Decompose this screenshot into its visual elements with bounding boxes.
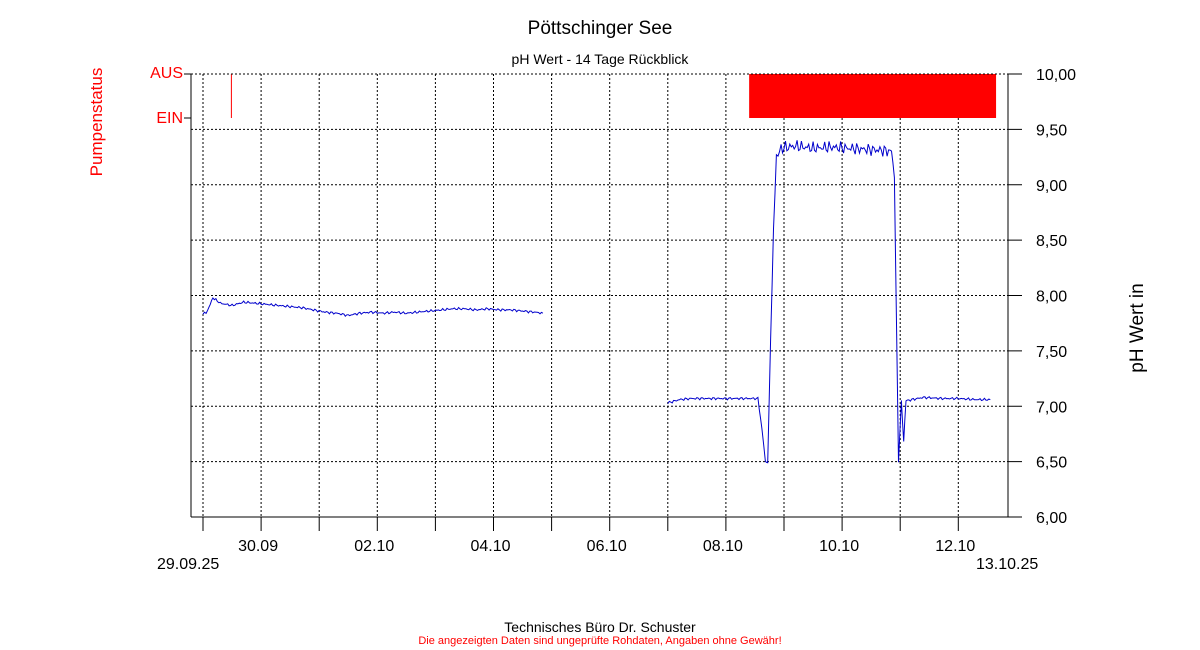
y-tick-label: 7,00	[1036, 399, 1067, 416]
pump-status-series	[230, 74, 997, 118]
footer-disclaimer: Die angezeigten Daten sind ungeprüfte Ro…	[418, 635, 782, 647]
y-tick-label: 6,00	[1036, 510, 1067, 527]
y-tick-labels: 6,00 6,50 7,00 7,50 8,00 8,50 9,00 9,50 10,00	[1036, 67, 1076, 527]
y-tick-label: 8,50	[1036, 233, 1067, 250]
footer-company: Technisches Büro Dr. Schuster	[504, 619, 696, 635]
x-tick-labels: 30.09 02.10 04.10 06.10 08.10 10.10 12.10	[238, 538, 975, 555]
y-tick-label: 8,00	[1036, 289, 1067, 306]
y-tick-label: 9,00	[1036, 178, 1067, 195]
chart-subtitle: pH Wert - 14 Tage Rückblick	[511, 51, 689, 67]
x-tick-label: 02.10	[354, 538, 394, 555]
x-tick-label: 08.10	[703, 538, 743, 555]
pump-state-aus-label: AUS	[150, 65, 183, 82]
chart-grid	[191, 74, 1008, 517]
y-tick-label: 6,50	[1036, 455, 1067, 472]
x-tick-label: 12.10	[935, 538, 975, 555]
ph-axis-label: pH Wert in	[1127, 283, 1148, 373]
x-tick-label: 10.10	[819, 538, 859, 555]
pump-aus-block	[749, 74, 997, 118]
ph-line-segment	[202, 297, 544, 317]
y-tick-label: 9,50	[1036, 122, 1067, 139]
range-start-date: 29.09.25	[157, 556, 220, 573]
ph-line-segment	[667, 140, 991, 464]
y-tick-label: 7,50	[1036, 344, 1067, 361]
x-tick-label: 06.10	[587, 538, 627, 555]
pump-status-axis-label: Pumpenstatus	[87, 67, 106, 177]
y-tick-label: 10,00	[1036, 67, 1076, 84]
x-tick-label: 04.10	[470, 538, 510, 555]
range-end-date: 13.10.25	[976, 556, 1039, 573]
x-tick-label: 30.09	[238, 538, 278, 555]
pump-pulse	[230, 74, 232, 118]
ph-series	[202, 140, 991, 464]
chart-title: Pöttschinger See	[527, 18, 673, 39]
pump-state-ein-label: EIN	[156, 110, 183, 127]
chart-axes	[184, 73, 1022, 531]
